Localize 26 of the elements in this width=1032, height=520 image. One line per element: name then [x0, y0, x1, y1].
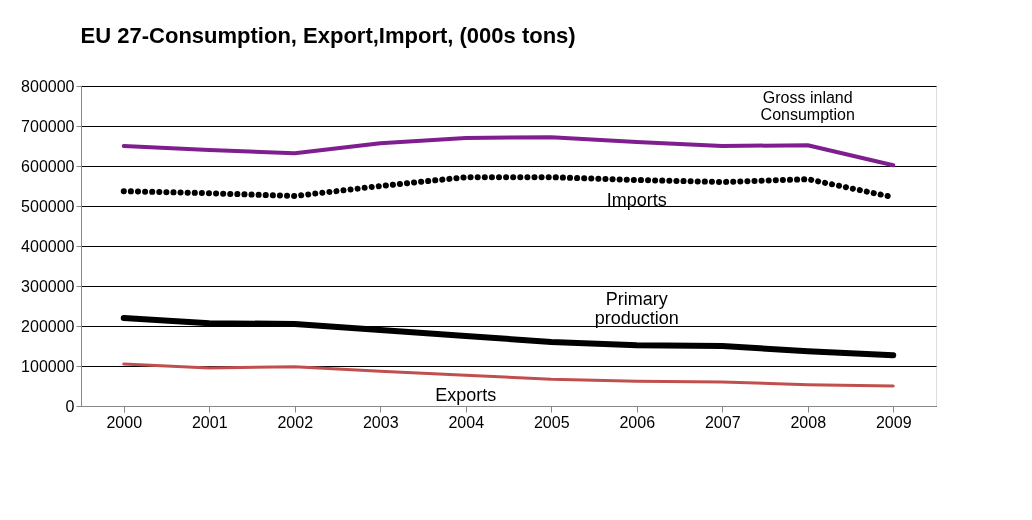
chart-title: EU 27-Consumption, Export,Import, (000s tons) — [80, 23, 576, 48]
line-series — [121, 135, 896, 168]
x-tick-label: 2008 — [790, 413, 827, 431]
x-tick-label: 2006 — [619, 413, 656, 431]
y-tick-label: 100000 — [21, 357, 75, 375]
y-tick-label: 0 — [65, 397, 75, 415]
y-tick-label: 200000 — [21, 317, 75, 335]
series-label: Imports — [606, 190, 667, 210]
x-tick-label: 2004 — [448, 413, 485, 431]
y-tick-label: 800000 — [21, 77, 75, 95]
x-tick-label: 2007 — [704, 413, 741, 431]
series-label: Gross inland Consumption — [760, 89, 855, 124]
y-tick-label: 300000 — [21, 277, 75, 295]
y-tick-label: 500000 — [21, 197, 75, 215]
series-label: Exports — [435, 385, 497, 406]
y-tick-label: 600000 — [21, 157, 75, 175]
x-tick-label: 2002 — [277, 413, 314, 431]
x-tick-label: 2009 — [875, 413, 912, 431]
y-tick-label: 400000 — [21, 237, 75, 255]
x-tick-label: 2003 — [362, 413, 399, 431]
y-tick-label: 700000 — [21, 117, 75, 135]
x-tick-label: 2001 — [191, 413, 228, 431]
series-label: Primary production — [594, 289, 679, 329]
x-tick-label: 2005 — [533, 413, 570, 431]
line-series — [122, 362, 895, 388]
x-tick-label: 2000 — [106, 413, 143, 431]
